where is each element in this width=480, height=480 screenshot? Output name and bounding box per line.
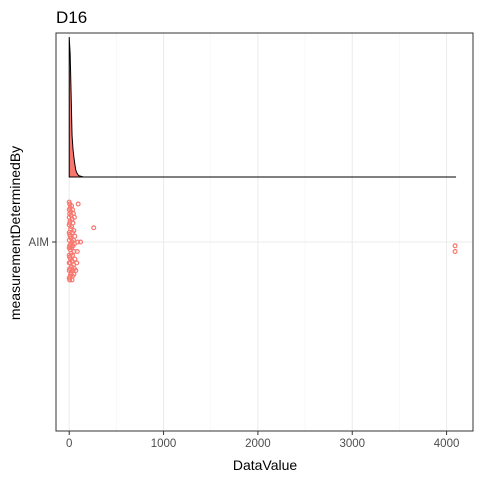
- data-point: [70, 220, 76, 226]
- data-point: [73, 268, 79, 274]
- density-layer: [68, 36, 457, 178]
- points-layer: [66, 199, 458, 283]
- data-point: [71, 228, 77, 234]
- data-point: [75, 201, 81, 207]
- data-point: [71, 271, 77, 277]
- grid-lines: [56, 33, 473, 431]
- x-tick-label: 4000: [434, 438, 460, 450]
- data-point: [75, 239, 81, 245]
- x-axis-title: DataValue: [233, 457, 298, 473]
- data-point: [72, 233, 78, 239]
- data-point: [452, 243, 458, 249]
- data-point: [70, 211, 76, 217]
- data-point: [72, 256, 78, 262]
- y-tick-label: AIM: [29, 237, 49, 249]
- y-axis: AIM: [29, 237, 56, 249]
- x-tick-label: 3000: [339, 438, 365, 450]
- data-point: [78, 239, 84, 245]
- data-point: [74, 260, 80, 266]
- data-point: [74, 249, 80, 255]
- chart-title: D16: [56, 8, 87, 27]
- data-point: [71, 214, 77, 220]
- data-point: [70, 207, 76, 213]
- density-area: [68, 36, 457, 178]
- data-point: [452, 249, 458, 255]
- data-point: [91, 225, 97, 231]
- x-tick-label: 1000: [151, 438, 177, 450]
- y-axis-title: measurementDeterminedBy: [7, 146, 23, 320]
- x-tick-label: 2000: [245, 438, 271, 450]
- panel-border: [55, 32, 474, 432]
- x-tick-label: 0: [66, 438, 72, 450]
- x-axis: 0 1000 2000 3000 4000: [66, 431, 459, 450]
